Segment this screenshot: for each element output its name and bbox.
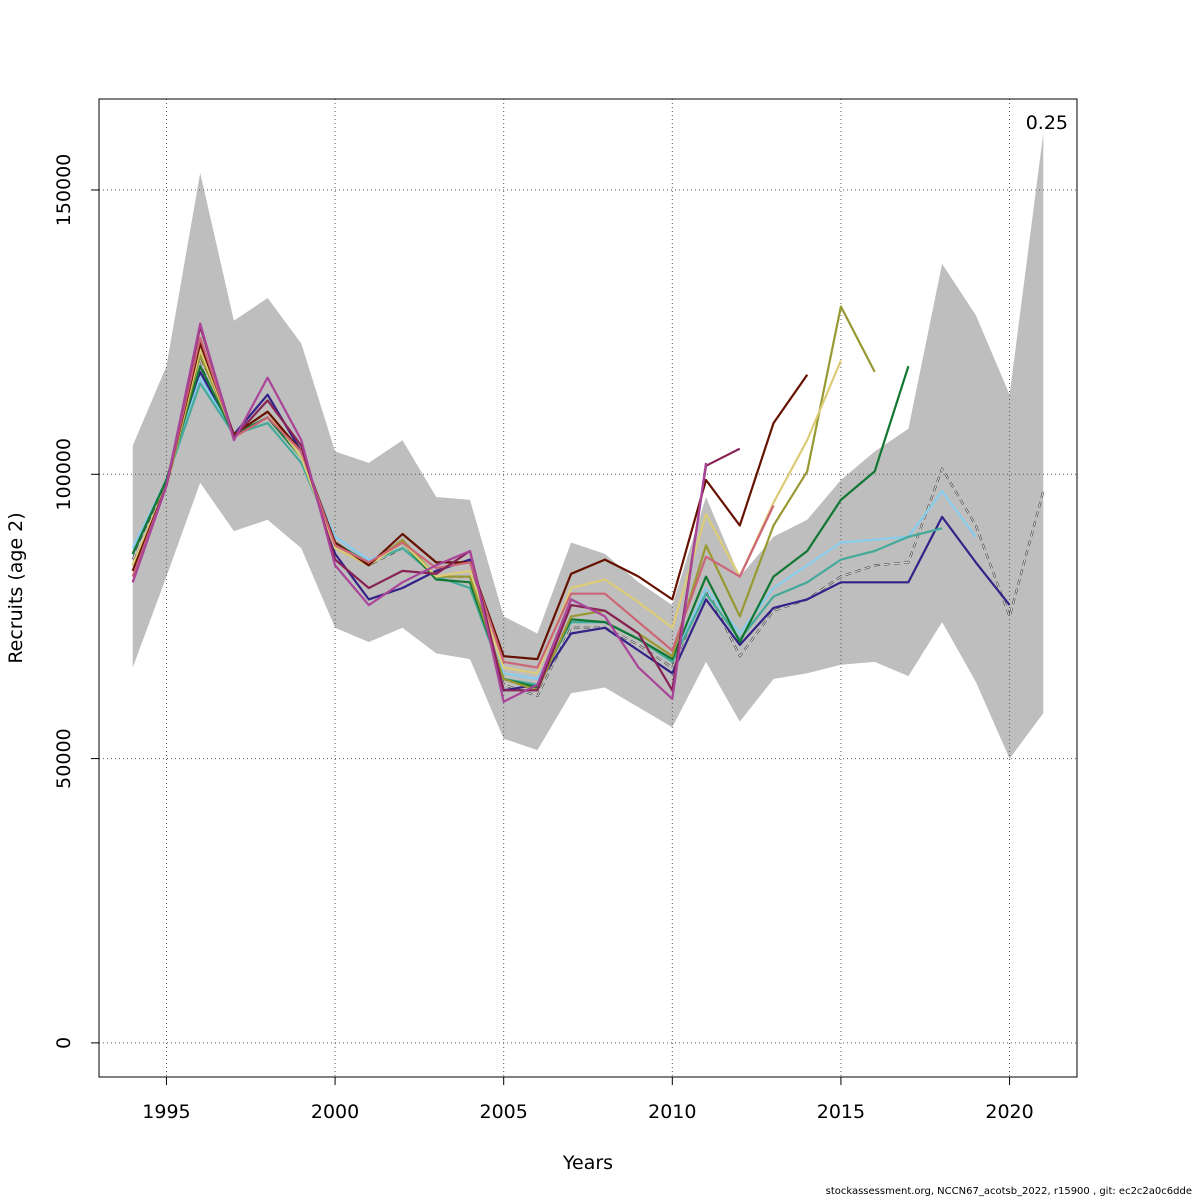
series-line-10 bbox=[131, 336, 775, 669]
peel-annotation: 0.25 bbox=[1026, 112, 1068, 134]
x-tick-label: 2000 bbox=[311, 1101, 359, 1123]
x-tick-label: 2015 bbox=[817, 1101, 865, 1123]
x-tick-label: 1995 bbox=[142, 1101, 190, 1123]
y-tick-label: 100000 bbox=[53, 438, 75, 511]
x-tick-label: 2020 bbox=[985, 1101, 1033, 1123]
x-axis-title: Years bbox=[562, 1152, 613, 1174]
series-line-12 bbox=[131, 322, 708, 703]
y-axis-title: Recruits (age 2) bbox=[5, 512, 27, 663]
y-tick-label: 50000 bbox=[53, 728, 75, 788]
series-line-3 bbox=[131, 370, 1011, 692]
axis-layer: 1995 2000 2005 2010 2015 2020 0 50000 100000 1500… bbox=[53, 154, 1034, 1123]
y-tick-label: 150000 bbox=[53, 154, 75, 227]
series-layer bbox=[131, 305, 1045, 703]
confidence-band bbox=[132, 133, 1044, 759]
x-tick-label: 2010 bbox=[648, 1101, 696, 1123]
confidence-band-layer bbox=[132, 133, 1044, 759]
plot-frame bbox=[98, 98, 1078, 1078]
footer-credit: stockassessment.org, NCCN67_acotsb_2022,… bbox=[825, 1186, 1192, 1197]
x-tick-label: 2005 bbox=[480, 1101, 528, 1123]
y-tick-label: 0 bbox=[53, 1037, 75, 1049]
grid-layer bbox=[99, 99, 1077, 1077]
